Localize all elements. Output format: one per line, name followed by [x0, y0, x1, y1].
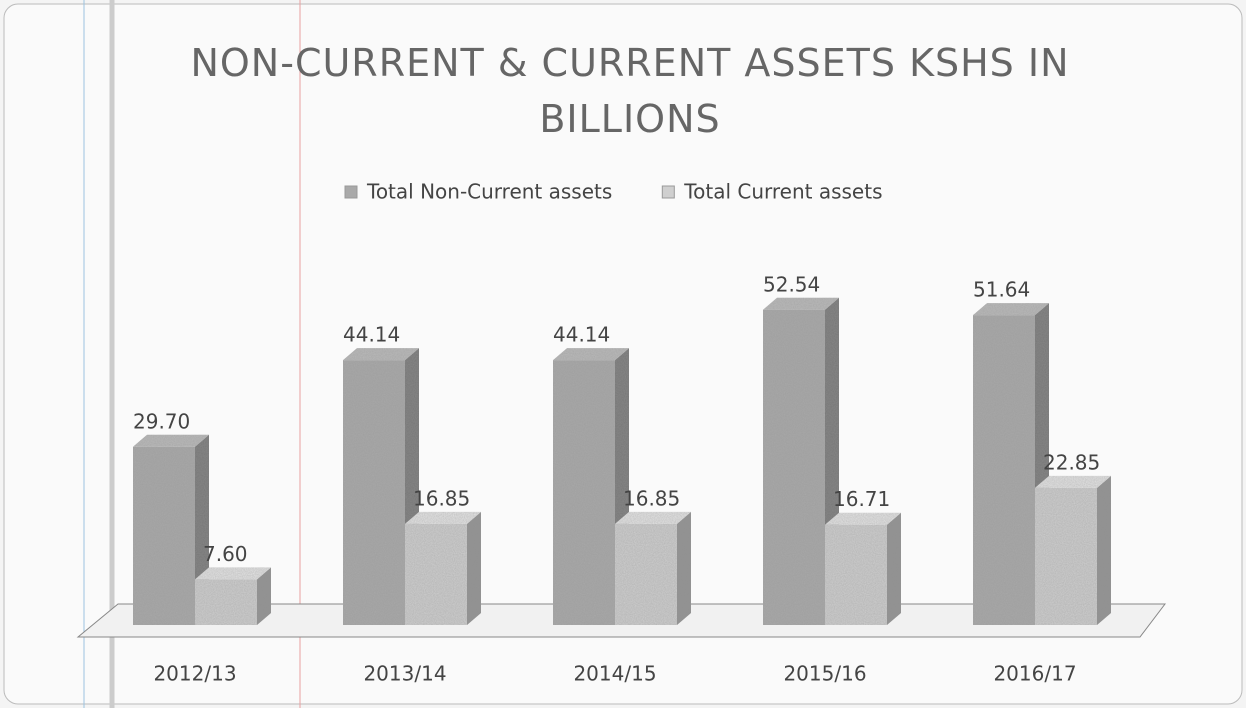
bar-side [257, 567, 271, 625]
plot: 29.70 7.60 44.14 16.85 44.14 16.85 52.54 16.71 5… [133, 272, 1111, 625]
bar-top [825, 512, 901, 525]
bar-side [677, 511, 691, 625]
legend-swatch [661, 185, 675, 199]
data-label: 16.71 [833, 487, 890, 511]
bar [615, 523, 677, 625]
bar-top [405, 511, 481, 524]
legend: Total Non-Current assets Total Current as… [344, 180, 883, 204]
data-label: 44.14 [553, 323, 610, 347]
bar [825, 524, 887, 625]
bar [133, 446, 195, 625]
data-label: 16.85 [623, 486, 680, 510]
bar-top [1035, 475, 1111, 488]
bar-top [615, 511, 691, 524]
x-tick-label: 2014/15 [573, 662, 656, 686]
bar-top [553, 348, 629, 361]
bar-top [343, 348, 419, 361]
x-tick-label: 2015/16 [783, 662, 866, 686]
title-box: NON-CURRENT & CURRENT ASSETS KSHS IN BIL… [190, 41, 1070, 141]
bar-top [195, 567, 271, 580]
bar [405, 523, 467, 625]
x-tick-label: 2013/14 [363, 662, 446, 686]
bar-top [973, 303, 1049, 316]
data-label: 52.54 [763, 272, 820, 296]
bar [973, 315, 1035, 625]
bar [763, 309, 825, 625]
chart-title: NON-CURRENT & CURRENT ASSETS KSHS IN BIL… [190, 41, 1070, 141]
data-label: 44.14 [343, 323, 400, 347]
bar [195, 579, 257, 625]
legend-label: Total Current assets [683, 180, 882, 204]
x-tick-label: 2016/17 [993, 662, 1076, 686]
legend-swatch [344, 185, 358, 199]
data-label: 7.60 [203, 542, 248, 566]
bar-side [467, 511, 481, 625]
bar-side [887, 512, 901, 625]
bar [343, 360, 405, 625]
legend-label: Total Non-Current assets [366, 180, 612, 204]
bar [553, 360, 615, 625]
data-label: 29.70 [133, 409, 190, 433]
data-label: 22.85 [1043, 450, 1100, 474]
data-label: 16.85 [413, 486, 470, 510]
bar-top [763, 297, 839, 310]
bar [1035, 487, 1097, 625]
bar-side [1097, 475, 1111, 625]
x-tick-label: 2012/13 [153, 662, 236, 686]
data-label: 51.64 [973, 278, 1030, 302]
bar-top [133, 434, 209, 447]
